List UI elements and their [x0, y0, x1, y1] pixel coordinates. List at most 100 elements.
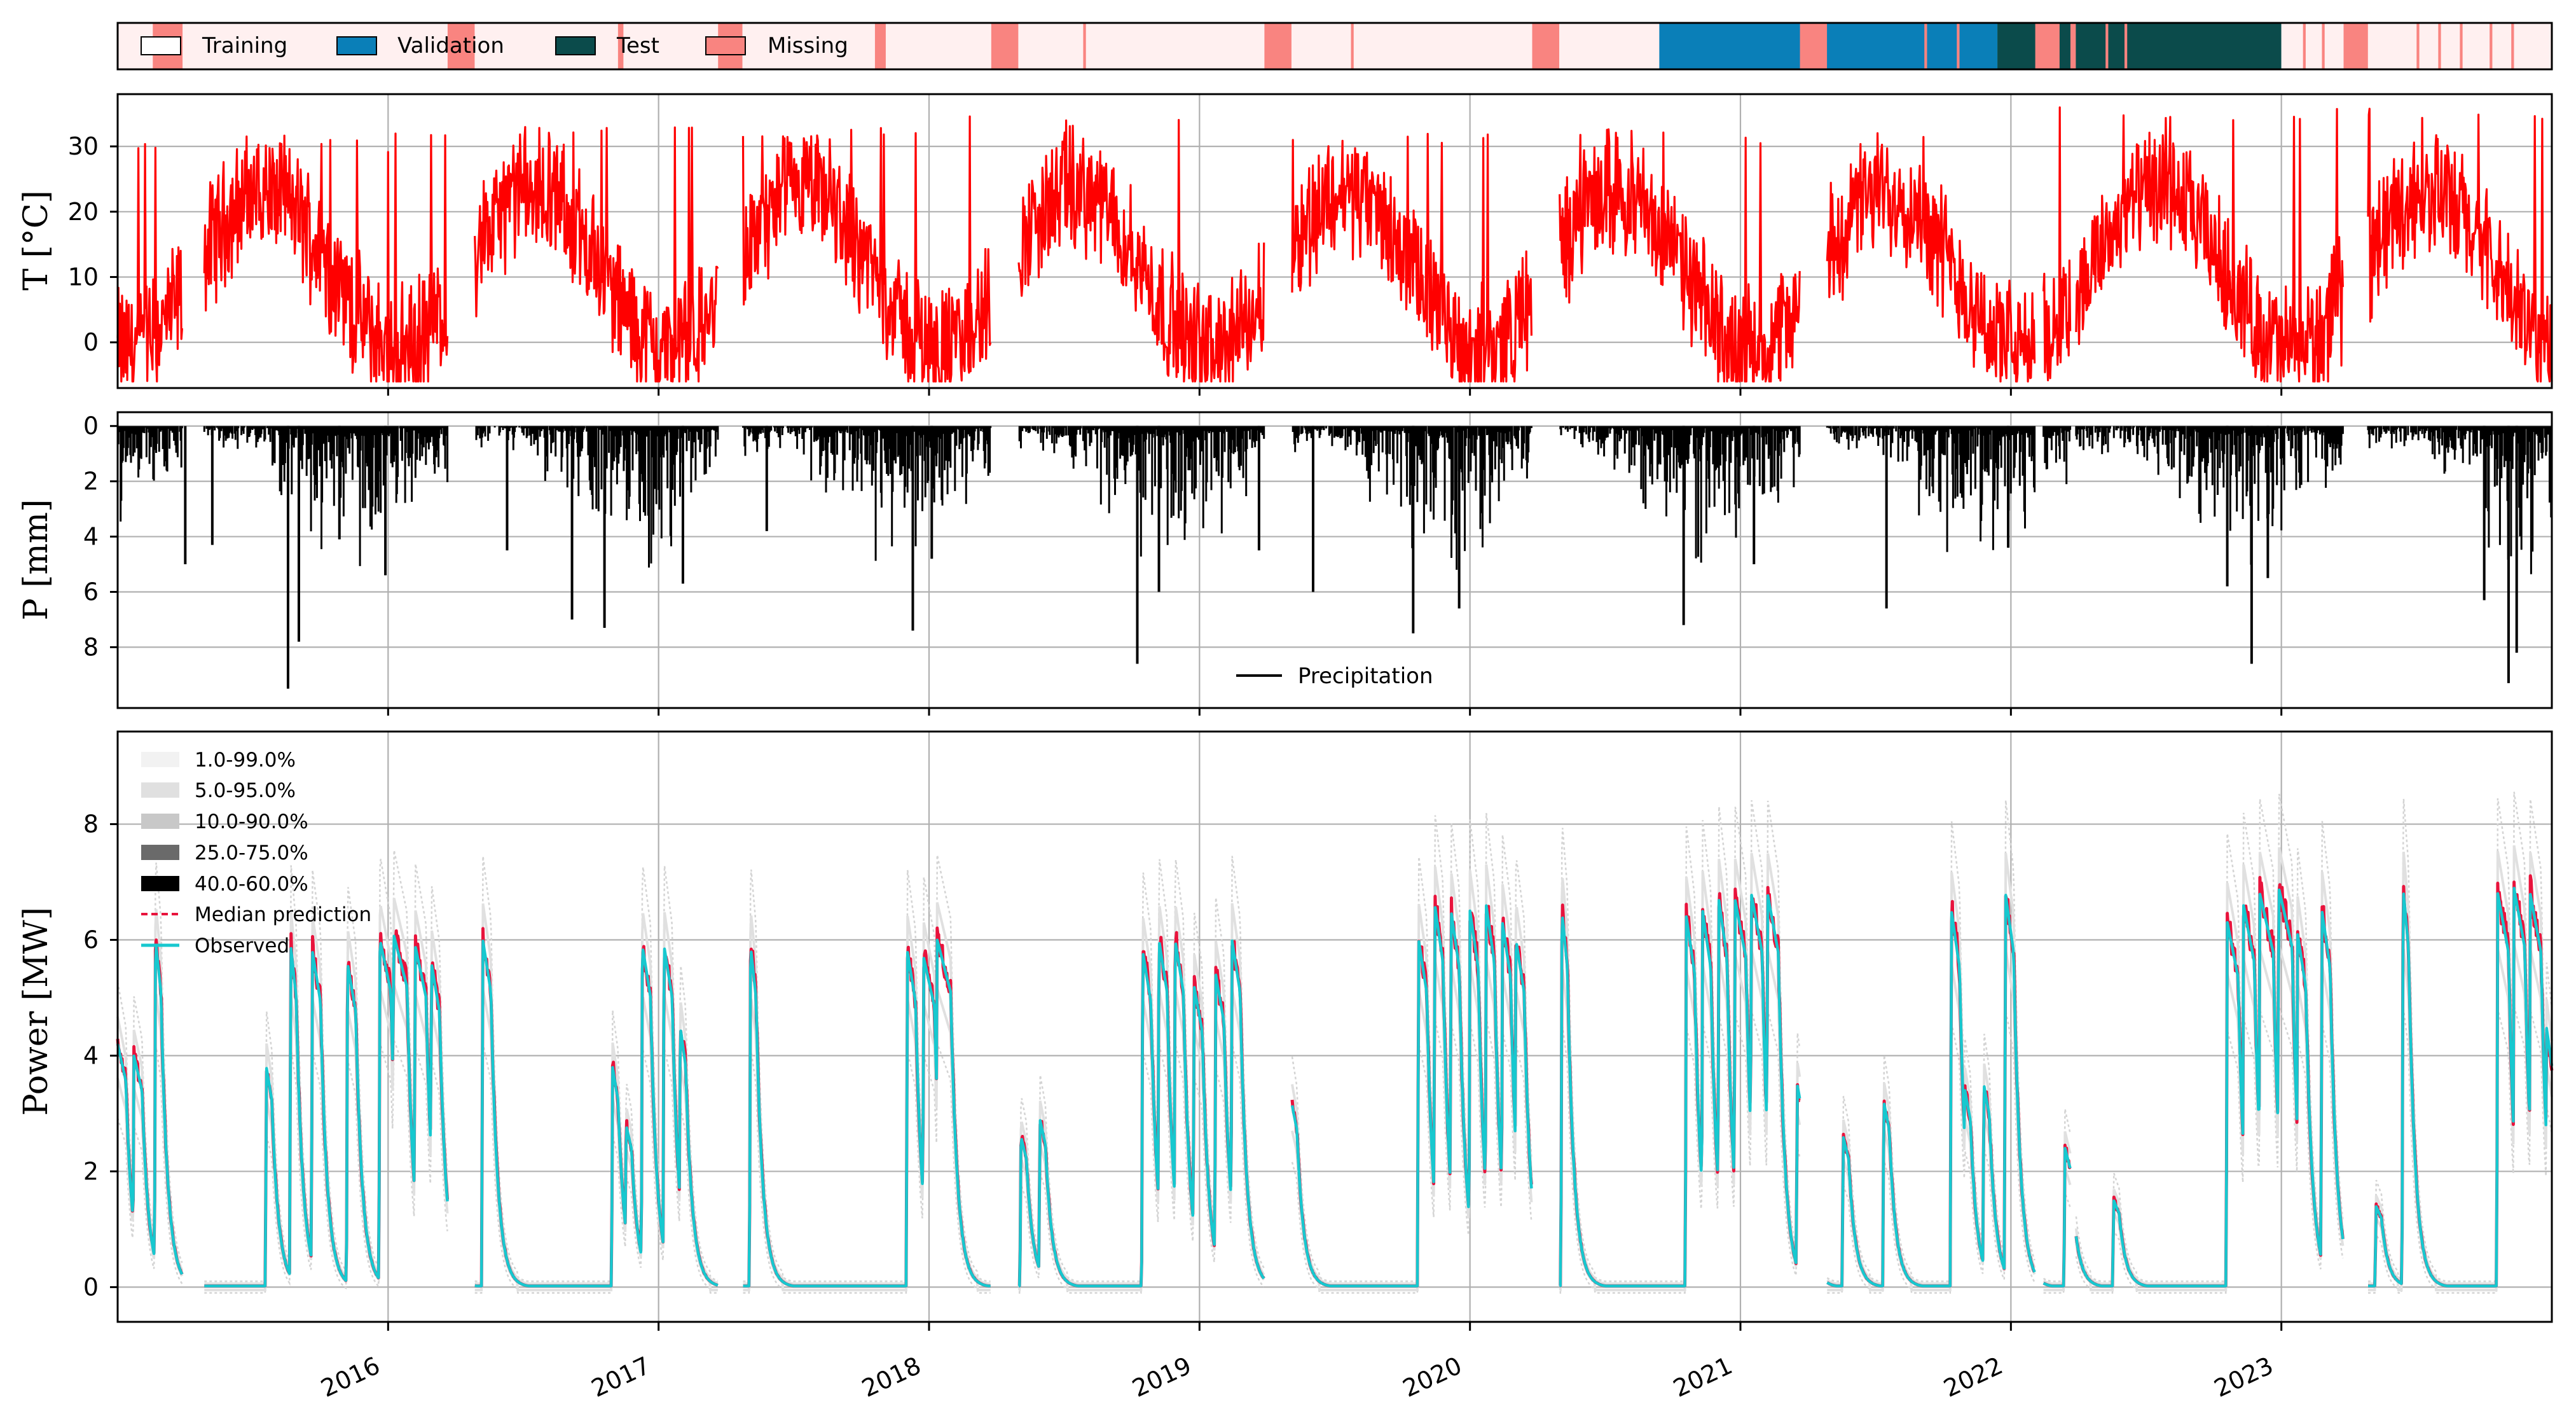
precipitation-bars: [116, 426, 2552, 689]
y-tick-label: 10: [68, 263, 99, 291]
legend-label-validation: Validation: [397, 33, 504, 59]
y-tick-label: 8: [83, 810, 99, 838]
band-upper-5-95: [1559, 852, 1801, 1285]
power-frame: [116, 730, 2553, 1323]
band-lower-1-99: [1291, 1018, 1533, 1294]
temperature-y-ticks: 0 10 20 30: [68, 132, 118, 356]
split-missing-period: [1957, 23, 1960, 69]
split-missing-period: [2070, 23, 2076, 69]
temperature-series: [203, 132, 449, 383]
legend-swatch-band-5-95: [141, 782, 179, 798]
split-missing-period: [991, 23, 1019, 69]
precipitation-legend: Precipitation: [1236, 663, 1433, 689]
temperature-series: [1559, 128, 1801, 383]
temperature-series: [1017, 119, 1265, 383]
split-missing-period: [2303, 23, 2306, 69]
split-timeline-panel: Training Validation Test Missing: [116, 22, 2553, 71]
legend-swatch-missing: [705, 36, 746, 55]
observed-line: [1290, 904, 1533, 1288]
temperature-y-label: T [°C]: [17, 190, 55, 291]
split-missing-period: [2460, 23, 2463, 69]
y-tick-label: 0: [83, 1273, 99, 1301]
observed-line: [1826, 894, 2036, 1288]
power-legend: 1.0-99.0% 5.0-95.0% 10.0-90.0% 25.0-75.0…: [141, 749, 371, 957]
legend-label-band-25-75: 25.0-75.0%: [195, 842, 308, 864]
split-missing-period: [447, 23, 475, 69]
temperature-series: [1826, 132, 2036, 383]
observed-line: [474, 940, 719, 1288]
band-upper-1-99: [743, 854, 991, 1282]
legend-swatch-band-25-75: [141, 845, 179, 860]
y-tick-label: 0: [83, 328, 99, 356]
band-lower-5-95: [1559, 950, 1801, 1291]
legend-swatch-band-10-90: [141, 814, 179, 829]
temperature-series: [2042, 106, 2072, 382]
temperature-series: [474, 126, 719, 383]
band-upper-5-95: [743, 902, 991, 1285]
precipitation-y-label: P [mm]: [17, 499, 55, 621]
split-missing-period: [2322, 23, 2325, 69]
band-lower-1-99: [204, 1039, 448, 1294]
split-missing-period: [2105, 23, 2109, 69]
split-missing-period: [1351, 23, 1354, 69]
power-y-label: Power [MW]: [17, 907, 55, 1116]
split-legend: Training Validation Test Missing: [141, 33, 848, 59]
band-lower-5-95: [743, 988, 991, 1291]
split-missing-period: [874, 23, 886, 69]
split-frame: [116, 22, 2553, 71]
band-upper-1-99: [1559, 800, 1801, 1282]
y-tick-label: 4: [83, 523, 99, 551]
split-missing-period: [2416, 23, 2420, 69]
legend-swatch-test: [555, 36, 596, 55]
legend-label-band-5-95: 5.0-95.0%: [195, 779, 296, 802]
band-lower-5-95: [1291, 959, 1533, 1291]
band-upper-5-95: [2042, 1131, 2072, 1285]
y-tick-label: 0: [83, 412, 99, 440]
temperature-series: [1291, 132, 1533, 383]
observed-line: [203, 934, 449, 1288]
split-missing-period: [617, 23, 624, 69]
band-lower-1-99: [1559, 1010, 1801, 1294]
split-missing-period: [2490, 23, 2493, 69]
temperature-panel: 0 10 20 30 T [°C]: [17, 93, 2553, 389]
band-lower-1-99: [743, 1043, 991, 1294]
split-missing-period: [1264, 23, 1291, 69]
y-tick-label: 8: [83, 633, 99, 661]
split-missing-period: [1083, 23, 1086, 69]
y-tick-label: 20: [68, 198, 99, 226]
band-upper-1-99: [1826, 800, 2035, 1282]
power-observed-series: [116, 887, 2554, 1288]
observed-line: [2042, 1146, 2072, 1288]
legend-swatch-training: [141, 36, 181, 55]
y-tick-label: 2: [83, 468, 99, 496]
split-segment-validation: [1659, 23, 1998, 69]
band-upper-1-99: [1291, 813, 1533, 1282]
legend-swatch-band-1-99: [141, 752, 179, 767]
legend-label-median: Median prediction: [195, 903, 371, 926]
temperature-series: [741, 115, 992, 383]
split-missing-period: [2124, 23, 2128, 69]
band-lower-5-95: [2368, 943, 2553, 1291]
y-tick-label: 2: [83, 1157, 99, 1185]
legend-swatch-band-40-60: [141, 876, 179, 891]
observed-line: [742, 938, 991, 1288]
legend-label-band-10-90: 10.0-90.0%: [195, 810, 308, 833]
legend-label-observed: Observed: [195, 934, 289, 957]
legend-swatch-validation: [336, 36, 377, 55]
band-upper-1-99: [2042, 1109, 2071, 1282]
band-upper-1-99: [2368, 791, 2553, 1282]
y-tick-label: 6: [83, 578, 99, 606]
split-missing-period: [2343, 23, 2368, 69]
observed-line: [116, 945, 184, 1275]
split-missing-period: [2035, 23, 2060, 69]
temperature-frame: [116, 93, 2553, 389]
precipitation-y-ticks: 0 2 4 6 8: [83, 412, 118, 661]
split-missing-period: [1532, 23, 1560, 69]
temperature-series: [116, 142, 183, 383]
split-missing-period: [1800, 23, 1828, 69]
band-upper-5-95: [1291, 864, 1533, 1285]
legend-label-band-40-60: 40.0-60.0%: [195, 873, 308, 896]
band-lower-1-99: [2368, 1005, 2553, 1294]
observed-line: [2367, 887, 2554, 1288]
